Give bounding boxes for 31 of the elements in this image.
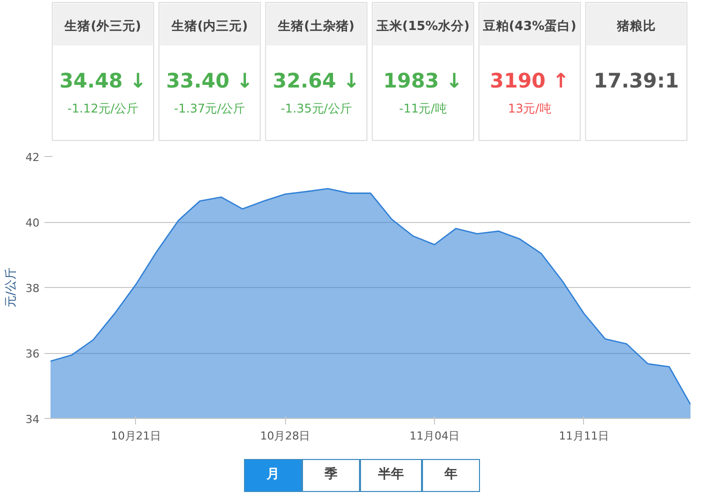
text: 季	[302, 459, 360, 492]
x-tick-label: 10月28日	[260, 430, 310, 442]
category-label: 32.64 ↓	[272, 68, 360, 92]
text: 生猪(外三元)	[64, 18, 142, 33]
text: 玉米(15%水分)	[375, 18, 470, 33]
y-tick-label: 38	[26, 282, 40, 295]
text: 猪粮比	[616, 18, 656, 33]
category-label: 33.40 ↓	[166, 68, 254, 92]
text: -11元/吨	[399, 102, 447, 116]
category-label: 3190 ↑	[490, 68, 570, 92]
text: -1.35元/公斤	[280, 102, 352, 116]
category-label: 34.48 ↓	[59, 68, 146, 92]
y-axis-title: 元/公斤	[4, 267, 18, 308]
text: 13元/吨	[508, 102, 552, 116]
y-tick-label: 34	[26, 413, 40, 426]
x-tick-label: 10月21日	[110, 430, 161, 442]
category-label: 17.39:1	[594, 68, 679, 92]
text: 生猪(土杂猪)	[277, 18, 354, 33]
text: -1.12元/公斤	[67, 102, 138, 116]
text: 生猪(内三元)	[170, 18, 248, 33]
text: 年	[422, 459, 480, 492]
y-tick-label: 42	[26, 151, 40, 164]
text: 半年	[360, 459, 422, 492]
x-tick-label: 11月04日	[410, 430, 460, 442]
y-tick-label: 36	[26, 348, 40, 360]
category-label: 1983 ↓	[383, 68, 463, 92]
text: 豆粕(43%蛋白)	[482, 18, 576, 33]
x-tick-label: 11月11日	[558, 430, 609, 442]
text: -1.37元/公斤	[174, 102, 246, 116]
text: 月	[244, 459, 302, 492]
y-tick-label: 40	[26, 216, 40, 230]
